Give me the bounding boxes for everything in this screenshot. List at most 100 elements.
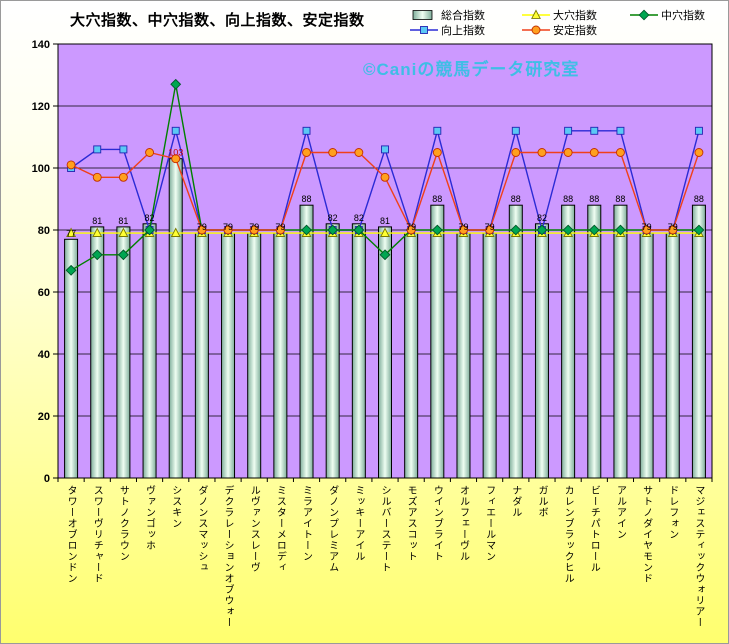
bar [247, 232, 262, 479]
x-axis-label: ビーチパトロール [588, 485, 600, 573]
marker-circle [459, 225, 468, 235]
x-axis-label: オルフェーヴル [457, 485, 469, 562]
x-axis-label: ナダル [509, 485, 521, 518]
marker-circle [223, 225, 233, 235]
marker-circle [380, 172, 390, 182]
bar-value-label: 82 [354, 213, 364, 223]
legend-label: 中穴指数 [661, 9, 705, 22]
bar [456, 232, 471, 479]
y-axis-label: 40 [38, 349, 50, 361]
x-axis-label: デクラレーションオブウォー [222, 485, 234, 628]
marker-diamond [588, 224, 600, 236]
legend-label: 安定指数 [553, 24, 597, 37]
marker-triangle [380, 227, 390, 237]
marker-circle [531, 25, 541, 34]
x-axis-label: モズアスコット [405, 485, 417, 562]
x-axis-label: シルバーステート [379, 485, 390, 573]
marker-square [302, 126, 311, 135]
x-axis-label: スワーヴリチャード [91, 485, 103, 584]
marker-circle [354, 148, 364, 157]
marker-square [171, 126, 180, 135]
bar [194, 232, 209, 479]
marker-square [616, 126, 625, 135]
x-axis-label: ガルボ [535, 485, 547, 518]
bar-value-label: 81 [118, 216, 128, 226]
marker-circle [92, 172, 102, 182]
x-axis-label: タワーオブロンドン [65, 485, 77, 584]
bar-value-label: 103 [168, 148, 183, 158]
x-axis-label: シスキン [169, 485, 181, 529]
legend-item-4: 安定指数 [522, 22, 630, 38]
marker-circle [485, 225, 495, 235]
x-axis-label: ダノンプレミアム [326, 485, 338, 573]
legend-swatch-diamond [630, 9, 658, 20]
marker-square [511, 126, 520, 135]
x-axis-label: ミラアイトーン [300, 485, 312, 562]
bar [613, 204, 628, 479]
bar-value-label: 88 [511, 194, 521, 204]
legend-swatch-square [410, 25, 438, 34]
x-axis-label: カレンブラックヒル [562, 485, 574, 584]
bar [90, 226, 105, 479]
y-axis-label: 120 [32, 101, 50, 113]
bar-value-label: 88 [302, 194, 312, 204]
marker-circle [275, 225, 285, 235]
marker-circle [511, 148, 521, 157]
bar-value-label: 79 [249, 222, 259, 232]
bar-value-label: 79 [642, 222, 652, 232]
marker-triangle [531, 8, 541, 19]
marker-circle [328, 148, 338, 157]
legend-label: 総合指数 [441, 9, 485, 22]
marker-circle [432, 148, 442, 157]
marker-circle [302, 148, 311, 157]
bar-value-label: 79 [223, 222, 233, 232]
marker-diamond [91, 249, 103, 261]
marker-circle [118, 172, 128, 182]
bar [116, 226, 131, 479]
bar-value-label: 88 [589, 194, 599, 204]
bar [142, 223, 157, 479]
marker-circle [694, 148, 704, 157]
marker-circle [249, 225, 259, 235]
legend-item-3: 向上指数 [410, 22, 522, 38]
bar-value-label: 82 [145, 213, 155, 223]
marker-circle [668, 225, 678, 235]
marker-diamond [615, 224, 626, 236]
bar [482, 232, 497, 479]
bar-value-label: 79 [275, 222, 285, 232]
bar [351, 223, 366, 479]
marker-diamond [693, 224, 705, 236]
marker-triangle [118, 227, 129, 237]
y-axis-label: 0 [44, 473, 50, 485]
x-axis-label: アルアイン [614, 485, 626, 540]
bar-value-label: 88 [615, 194, 625, 204]
bar-value-label: 88 [563, 194, 573, 204]
bar [665, 232, 680, 479]
legend-swatch-circle [522, 25, 550, 34]
watermark: ©Caniの競馬データ研究室 [363, 60, 580, 79]
marker-square [433, 126, 442, 135]
marker-diamond [431, 224, 443, 236]
x-axis-label: ウインブライト [431, 485, 443, 562]
marker-diamond [638, 9, 650, 20]
marker-circle [406, 225, 416, 235]
marker-diamond [327, 224, 339, 236]
bar [534, 223, 549, 479]
bar-value-label: 88 [694, 194, 704, 204]
marker-circle [145, 148, 155, 157]
x-axis-label: ミスターメロディ [274, 485, 286, 573]
marker-square [93, 145, 102, 154]
bar-value-label: 82 [537, 213, 547, 223]
marker-circle [537, 148, 547, 157]
bar-value-label: 79 [485, 222, 495, 232]
marker-diamond [144, 224, 155, 236]
marker-square [564, 126, 573, 135]
chart-title: 大穴指数、中穴指数、向上指数、安定指数 [70, 12, 365, 29]
bar-value-label: 79 [458, 222, 468, 232]
marker-diamond [353, 224, 365, 236]
marker-square [119, 145, 128, 154]
bar [639, 232, 654, 479]
bar [273, 232, 288, 479]
